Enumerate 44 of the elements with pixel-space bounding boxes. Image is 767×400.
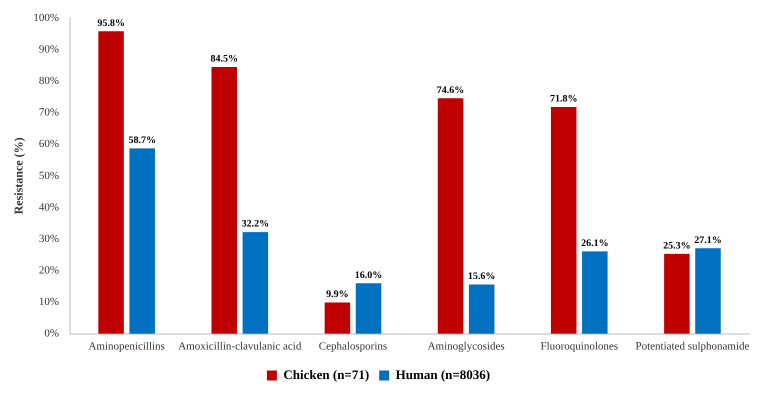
data-label: 84.5% [210, 54, 238, 65]
bar [550, 107, 576, 334]
x-tick-label: Cephalosporins [318, 340, 388, 352]
data-label: 74.6% [436, 84, 464, 96]
x-tick-label: Amoxicillin-clavulanic acid [178, 340, 302, 352]
bar [324, 302, 350, 334]
legend-label: Human (n=8036) [396, 366, 490, 382]
x-tick-label: Potentiated sulphonamide [635, 340, 750, 352]
y-tick-label: 70% [38, 106, 60, 119]
data-label: 25.3% [663, 240, 691, 252]
bar [356, 283, 382, 334]
data-label: 32.2% [242, 218, 270, 230]
y-tick-label: 80% [38, 75, 60, 88]
y-tick-label: 50% [38, 170, 60, 182]
bar [129, 148, 155, 334]
y-tick-label: 10% [38, 296, 60, 308]
y-tick-label: 0% [44, 328, 60, 340]
y-tick-label: 100% [33, 12, 60, 24]
data-label: 58.7% [128, 135, 156, 146]
y-tick-label: 40% [38, 201, 60, 214]
y-tick-label: 60% [38, 138, 60, 150]
data-label: 26.1% [581, 238, 609, 249]
bar [438, 98, 464, 334]
data-label: 9.9% [326, 289, 349, 300]
x-tick-label: Aminopenicillins [88, 340, 165, 352]
x-tick-label: Fluoroquinolones [540, 340, 618, 352]
bar [664, 254, 690, 334]
y-axis-title: Resistance (%) [11, 137, 26, 214]
data-label: 27.1% [694, 234, 722, 246]
data-label: 95.8% [97, 18, 125, 29]
bar [211, 66, 237, 334]
x-tick-label: Aminoglycosides [428, 340, 505, 352]
y-tick-label: 90% [38, 43, 60, 56]
y-tick-label: 20% [38, 264, 60, 277]
legend-label: Chicken (n=71) [283, 366, 370, 382]
data-label: 71.8% [550, 94, 578, 105]
bar [242, 232, 268, 334]
data-label: 15.6% [468, 271, 496, 282]
bar [582, 251, 608, 334]
data-label: 16.0% [354, 270, 382, 281]
y-tick-label: 30% [38, 232, 60, 245]
bar [468, 284, 494, 334]
bar [695, 248, 721, 334]
bar [98, 31, 124, 334]
